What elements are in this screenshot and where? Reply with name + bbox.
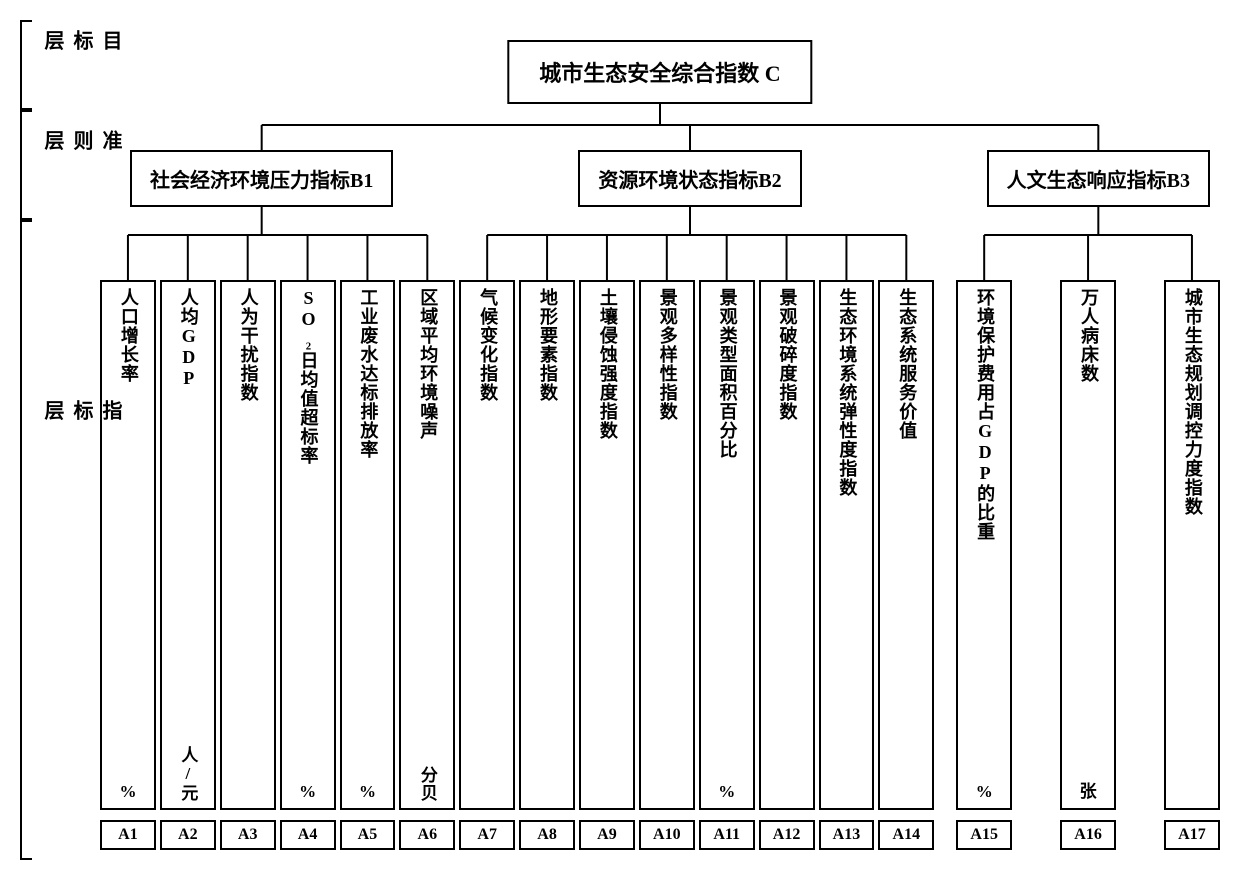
indicator-A5: 工业废水达标排放率% (340, 280, 396, 810)
indicator-A16: 万人病床数张 (1060, 280, 1116, 810)
code-A17: A17 (1164, 820, 1220, 850)
code-A16: A16 (1060, 820, 1116, 850)
indicator-label: 人口增长率 (118, 288, 138, 383)
indicator-A15: 环境保护费用占GDP的比重% (956, 280, 1012, 810)
indicator-unit: % (976, 782, 993, 802)
indicator-label: 人为干扰指数 (238, 288, 258, 402)
code-A10: A10 (639, 820, 695, 850)
code-row: A1A2A3A4A5A6A7A8A9A10A11A12A13A14 A15 A16 A… (100, 820, 1220, 850)
bracket-indicator (20, 220, 32, 860)
bracket-target (20, 20, 32, 110)
indicator-label: 城市生态规划调控力度指数 (1182, 288, 1202, 516)
layer-target-label: 目标层 (38, 30, 125, 54)
code-A7: A7 (459, 820, 515, 850)
code-A11: A11 (699, 820, 755, 850)
indicator-label: 工业废水达标排放率 (358, 288, 378, 459)
code-A2: A2 (160, 820, 216, 850)
code-A9: A9 (579, 820, 635, 850)
criteria-b2: 资源环境状态指标B2 (578, 150, 801, 207)
code-A12: A12 (759, 820, 815, 850)
indicator-A1: 人口增长率% (100, 280, 156, 810)
bracket-criteria (20, 110, 32, 220)
top-node: 城市生态安全综合指数 C (507, 40, 812, 104)
indicator-unit: 人/元 (175, 746, 200, 802)
indicator-A4: SO₂日均值超标率% (280, 280, 336, 810)
indicator-label: 气候变化指数 (477, 288, 497, 402)
indicator-A7: 气候变化指数 (459, 280, 515, 810)
indicator-A2: 人均GDP 人/元 (160, 280, 216, 810)
code-A4: A4 (280, 820, 336, 850)
indicator-unit: 张 (1080, 777, 1097, 802)
code-A14: A14 (878, 820, 934, 850)
indicator-row: 人口增长率%人均GDP人/元人为干扰指数SO₂日均值超标率%工业废水达标排放率%… (100, 280, 1220, 810)
code-A8: A8 (519, 820, 575, 850)
indicator-unit: % (359, 782, 376, 802)
indicator-A13: 生态环境系统弹性度指数 (819, 280, 875, 810)
indicator-label: 土壤侵蚀强度指数 (597, 288, 617, 440)
indicator-A17: 城市生态规划调控力度指数 (1164, 280, 1220, 810)
code-A5: A5 (340, 820, 396, 850)
indicator-unit: % (718, 782, 735, 802)
indicator-label: SO₂日均值超标率 (298, 288, 318, 465)
indicator-label: 景观类型面积百分比 (717, 288, 737, 459)
indicator-label: 景观破碎度指数 (777, 288, 797, 421)
indicator-A10: 景观多样性指数 (639, 280, 695, 810)
indicator-unit: 分贝 (415, 766, 440, 802)
indicator-label: 万人病床数 (1078, 288, 1098, 383)
indicator-label: 景观多样性指数 (657, 288, 677, 421)
criteria-row: 社会经济环境压力指标B1 资源环境状态指标B2 人文生态响应指标B3 (100, 150, 1220, 207)
indicator-label: 人均GDP (178, 288, 198, 389)
indicator-label: 区域平均环境噪声 (417, 288, 437, 440)
indicator-A8: 地形要素指数 (519, 280, 575, 810)
indicator-label: 生态系统服务价值 (896, 288, 916, 440)
indicator-label: 环境保护费用占GDP的比重 (974, 288, 994, 541)
code-A1: A1 (100, 820, 156, 850)
indicator-A11: 景观类型面积百分比% (699, 280, 755, 810)
indicator-label: 生态环境系统弹性度指数 (837, 288, 857, 497)
code-A3: A3 (220, 820, 276, 850)
indicator-unit: % (119, 782, 136, 802)
indicator-A6: 区域平均环境噪声分贝 (399, 280, 455, 810)
indicator-A9: 土壤侵蚀强度指数 (579, 280, 635, 810)
indicator-A12: 景观破碎度指数 (759, 280, 815, 810)
criteria-b3: 人文生态响应指标B3 (987, 150, 1210, 207)
code-A6: A6 (399, 820, 455, 850)
indicator-unit: % (299, 782, 316, 802)
indicator-A3: 人为干扰指数 (220, 280, 276, 810)
code-A15: A15 (956, 820, 1012, 850)
indicator-label: 地形要素指数 (537, 288, 557, 402)
criteria-b1: 社会经济环境压力指标B1 (130, 150, 393, 207)
code-A13: A13 (819, 820, 875, 850)
indicator-A14: 生态系统服务价值 (878, 280, 934, 810)
